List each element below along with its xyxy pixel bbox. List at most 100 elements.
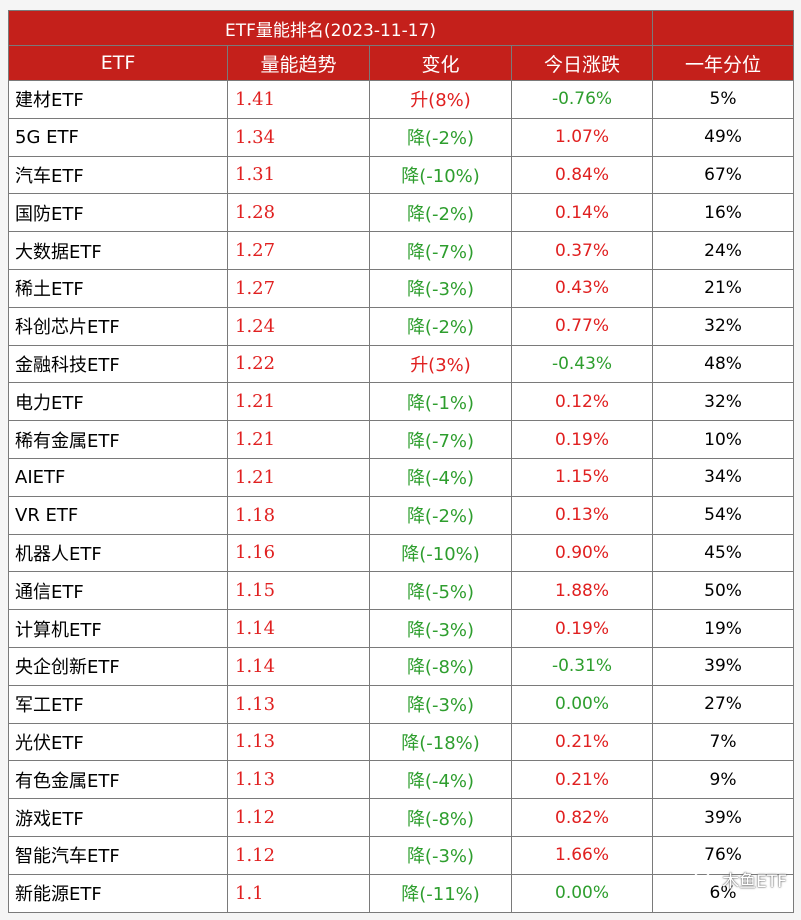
table-row: 有色金属ETF 1.13 降(-4%) 0.21% 9%: [8, 760, 795, 800]
table-row: 军工ETF 1.13 降(-3%) 0.00% 27%: [8, 684, 795, 724]
today-change-cell: 0.13%: [510, 495, 654, 535]
change-cell: 降(-3%): [369, 684, 512, 724]
header-row: ETF 量能趋势 变化 今日涨跌 一年分位: [8, 45, 795, 81]
table-row: 国防ETF 1.28 降(-2%) 0.14% 16%: [8, 193, 795, 233]
change-cell: 降(-10%): [369, 533, 512, 573]
today-change-cell: -0.31%: [510, 646, 654, 686]
table-row: 科创芯片ETF 1.24 降(-2%) 0.77% 32%: [8, 306, 795, 346]
header-one-year-percentile: 一年分位: [652, 45, 795, 81]
watermark-text: 木鱼ETF: [722, 872, 787, 892]
today-change-cell: 0.19%: [510, 420, 654, 459]
table-row: 新能源ETF 1.1 降(-11%) 0.00% 6%: [8, 873, 795, 913]
table-row: 计算机ETF 1.14 降(-3%) 0.19% 19%: [8, 609, 795, 648]
change-cell: 降(-10%): [369, 155, 512, 195]
table-row: AIETF 1.21 降(-4%) 1.15% 34%: [8, 457, 795, 497]
etf-name-cell: 金融科技ETF: [8, 344, 228, 384]
table-row: 电力ETF 1.21 降(-1%) 0.12% 32%: [8, 382, 795, 422]
volume-trend-cell: 1.16: [227, 533, 370, 573]
one-year-percentile-cell: 6%: [652, 873, 795, 913]
volume-trend-cell: 1.21: [227, 420, 370, 459]
etf-name-cell: 央企创新ETF: [8, 646, 228, 686]
today-change-cell: -0.76%: [510, 80, 654, 119]
today-change-cell: 0.82%: [510, 798, 654, 837]
etf-name-cell: 军工ETF: [8, 684, 228, 724]
volume-trend-cell: 1.21: [227, 457, 370, 497]
one-year-percentile-cell: 32%: [652, 382, 795, 422]
etf-name-cell: 建材ETF: [8, 80, 228, 119]
volume-trend-cell: 1.24: [227, 306, 370, 346]
etf-name-cell: 科创芯片ETF: [8, 306, 228, 346]
table-row: 光伏ETF 1.13 降(-18%) 0.21% 7%: [8, 722, 795, 762]
change-cell: 降(-8%): [369, 646, 512, 686]
volume-trend-cell: 1.41: [227, 80, 370, 119]
header-etf: ETF: [8, 45, 228, 81]
today-change-cell: -0.43%: [510, 344, 654, 384]
change-cell: 降(-4%): [369, 760, 512, 800]
one-year-percentile-cell: 48%: [652, 344, 795, 384]
volume-trend-cell: 1.13: [227, 722, 370, 762]
today-change-cell: 0.21%: [510, 722, 654, 762]
today-change-cell: 0.77%: [510, 306, 654, 346]
change-cell: 升(8%): [369, 80, 512, 119]
volume-trend-cell: 1.31: [227, 155, 370, 195]
volume-trend-cell: 1.13: [227, 684, 370, 724]
etf-name-cell: 计算机ETF: [8, 609, 228, 648]
change-cell: 降(-1%): [369, 382, 512, 422]
change-cell: 降(-3%): [369, 835, 512, 875]
etf-name-cell: 新能源ETF: [8, 873, 228, 913]
one-year-percentile-cell: 34%: [652, 457, 795, 497]
change-cell: 降(-5%): [369, 571, 512, 611]
one-year-percentile-cell: 10%: [652, 420, 795, 459]
etf-name-cell: 光伏ETF: [8, 722, 228, 762]
change-cell: 降(-11%): [369, 873, 512, 913]
table-row: 5G ETF 1.34 降(-2%) 1.07% 49%: [8, 117, 795, 157]
change-cell: 降(-3%): [369, 609, 512, 648]
change-cell: 降(-3%): [369, 268, 512, 308]
one-year-percentile-cell: 45%: [652, 533, 795, 573]
table-row: 央企创新ETF 1.14 降(-8%) -0.31% 39%: [8, 646, 795, 686]
one-year-percentile-cell: 32%: [652, 306, 795, 346]
etf-name-cell: 机器人ETF: [8, 533, 228, 573]
etf-ranking-table-wrapper: ETF量能排名(2023-11-17) ETF 量能趋势 变化 今日涨跌 一年分…: [7, 10, 795, 913]
one-year-percentile-cell: 39%: [652, 646, 795, 686]
volume-trend-cell: 1.13: [227, 760, 370, 800]
volume-trend-cell: 1.14: [227, 609, 370, 648]
today-change-cell: 0.90%: [510, 533, 654, 573]
today-change-cell: 0.00%: [510, 684, 654, 724]
one-year-percentile-cell: 16%: [652, 193, 795, 233]
change-cell: 降(-7%): [369, 420, 512, 459]
volume-trend-cell: 1.27: [227, 231, 370, 270]
today-change-cell: 0.00%: [510, 873, 654, 913]
change-cell: 降(-2%): [369, 117, 512, 157]
change-cell: 降(-2%): [369, 193, 512, 233]
etf-name-cell: VR ETF: [8, 495, 228, 535]
change-cell: 降(-7%): [369, 231, 512, 270]
table-row: 建材ETF 1.41 升(8%) -0.76% 5%: [8, 80, 795, 119]
volume-trend-cell: 1.1: [227, 873, 370, 913]
change-cell: 降(-8%): [369, 798, 512, 837]
header-change: 变化: [369, 45, 512, 81]
etf-name-cell: 通信ETF: [8, 571, 228, 611]
today-change-cell: 0.43%: [510, 268, 654, 308]
volume-trend-cell: 1.12: [227, 798, 370, 837]
one-year-percentile-cell: 50%: [652, 571, 795, 611]
change-cell: 升(3%): [369, 344, 512, 384]
today-change-cell: 0.21%: [510, 760, 654, 800]
header-today-change: 今日涨跌: [510, 45, 654, 81]
one-year-percentile-cell: 21%: [652, 268, 795, 308]
table-row: 智能汽车ETF 1.12 降(-3%) 1.66% 76%: [8, 835, 795, 875]
one-year-percentile-cell: 27%: [652, 684, 795, 724]
table-row: 稀土ETF 1.27 降(-3%) 0.43% 21%: [8, 268, 795, 308]
change-cell: 降(-4%): [369, 457, 512, 497]
one-year-percentile-cell: 19%: [652, 609, 795, 648]
today-change-cell: 0.84%: [510, 155, 654, 195]
one-year-percentile-cell: 76%: [652, 835, 795, 875]
table-body: 建材ETF 1.41 升(8%) -0.76% 5% 5G ETF 1.34 降(-2%) 1.…: [8, 80, 795, 913]
one-year-percentile-cell: 24%: [652, 231, 795, 270]
volume-trend-cell: 1.27: [227, 268, 370, 308]
table-row: 机器人ETF 1.16 降(-10%) 0.90% 45%: [8, 533, 795, 573]
change-cell: 降(-2%): [369, 306, 512, 346]
one-year-percentile-cell: 67%: [652, 155, 795, 195]
table-row: 稀有金属ETF 1.21 降(-7%) 0.19% 10%: [8, 420, 795, 459]
volume-trend-cell: 1.14: [227, 646, 370, 686]
